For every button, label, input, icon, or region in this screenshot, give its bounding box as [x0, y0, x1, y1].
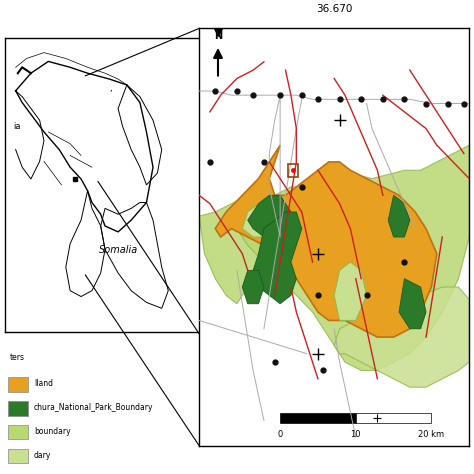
Polygon shape — [334, 262, 366, 320]
Text: N: N — [214, 31, 222, 41]
Bar — [8, 401, 28, 416]
Polygon shape — [388, 195, 410, 237]
Text: dary: dary — [34, 451, 51, 460]
Text: ters: ters — [10, 353, 25, 362]
Text: ia: ia — [13, 122, 21, 130]
Bar — [8, 377, 28, 392]
Polygon shape — [215, 145, 437, 337]
Polygon shape — [242, 270, 264, 304]
Bar — [8, 425, 28, 439]
Text: boundary: boundary — [34, 427, 71, 436]
Polygon shape — [334, 287, 469, 387]
Polygon shape — [253, 212, 302, 304]
Polygon shape — [399, 279, 426, 329]
Text: ,: , — [109, 84, 112, 93]
Text: 36.670: 36.670 — [316, 4, 352, 14]
Bar — [280, 413, 356, 423]
Polygon shape — [199, 195, 269, 304]
Bar — [356, 413, 431, 423]
Polygon shape — [248, 195, 291, 237]
Text: 0: 0 — [277, 430, 283, 439]
Polygon shape — [237, 145, 469, 371]
Polygon shape — [242, 195, 280, 237]
Text: chura_National_Park_Boundary: chura_National_Park_Boundary — [34, 403, 154, 412]
Polygon shape — [264, 220, 296, 262]
Bar — [288, 164, 298, 176]
Text: 20 km: 20 km — [419, 430, 445, 439]
Bar — [8, 449, 28, 464]
Text: 10: 10 — [351, 430, 361, 439]
Text: Somalia: Somalia — [99, 245, 138, 255]
Text: lland: lland — [34, 379, 53, 388]
